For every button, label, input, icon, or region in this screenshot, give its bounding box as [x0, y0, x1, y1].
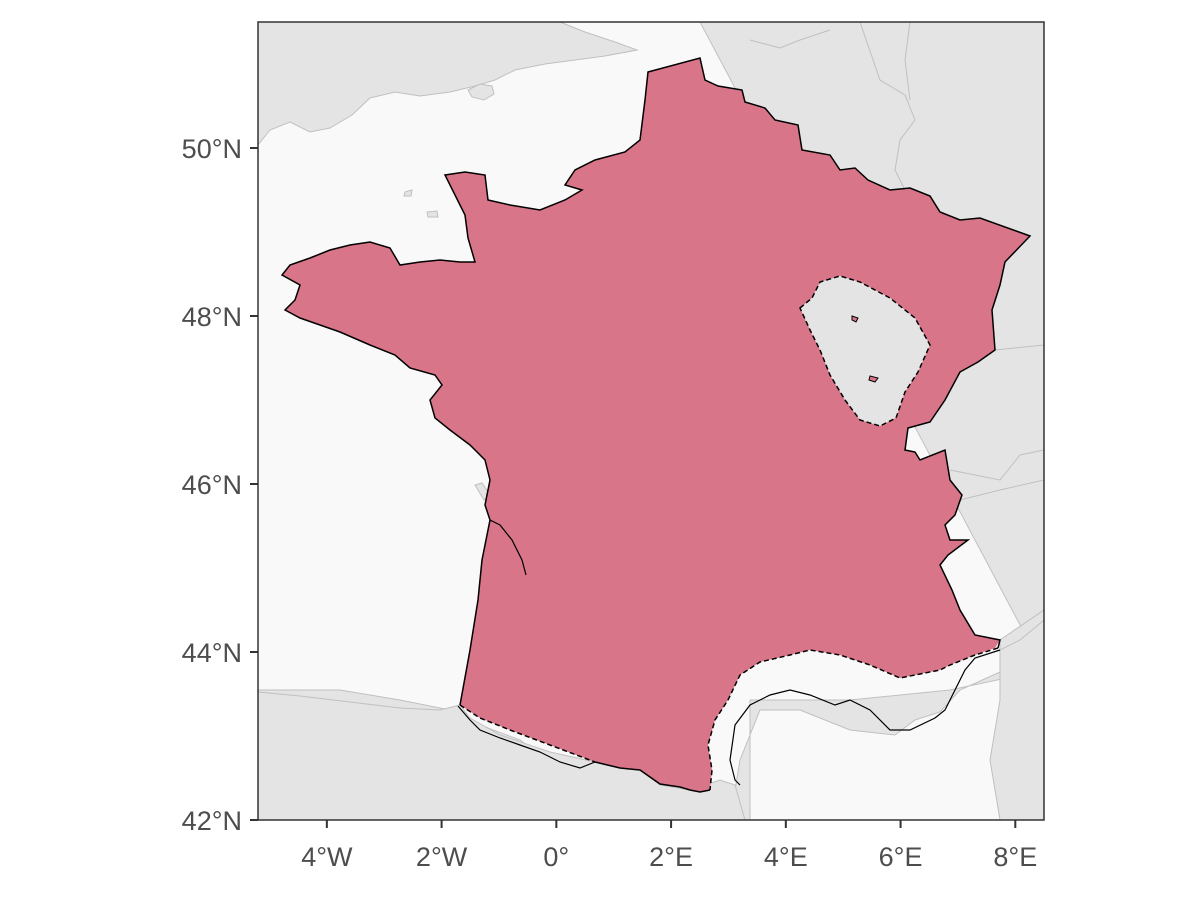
range-boundary-southwest-dashed — [459, 704, 596, 763]
x-tick-label: 2°W — [416, 842, 468, 872]
channel-island — [403, 189, 413, 197]
range-islet — [868, 375, 879, 383]
range-islet — [851, 315, 859, 323]
x-tick-label: 6°E — [879, 842, 923, 872]
y-tick-label: 50°N — [182, 134, 242, 164]
iberia-landmass — [258, 691, 746, 820]
mediterranean-coast-outline — [457, 649, 1001, 786]
range-gap-northeast — [799, 275, 931, 427]
x-tick-label: 4°E — [764, 842, 808, 872]
x-tick-label: 2°E — [649, 842, 693, 872]
x-tick-label: 0° — [543, 842, 569, 872]
y-axis: 42°N 44°N 46°N 48°N 50°N — [182, 134, 258, 836]
y-tick-label: 48°N — [182, 302, 242, 332]
x-tick-label: 8°E — [993, 842, 1037, 872]
italy-landmass — [989, 609, 1044, 820]
y-tick-label: 42°N — [182, 806, 242, 836]
species-range — [280, 57, 1032, 793]
range-fill-france — [282, 58, 1030, 792]
channel-island — [426, 210, 439, 218]
isle-of-wight — [467, 83, 495, 101]
x-axis: 4°W 2°W 0° 2°E 4°E 6°E 8°E — [301, 820, 1037, 872]
range-boundary-south-dashed — [707, 647, 999, 791]
map-panel-frame — [257, 21, 1045, 821]
y-tick-label: 46°N — [182, 470, 242, 500]
uk-landmass — [258, 22, 639, 146]
range-boundary-solid — [280, 57, 1032, 793]
country-borders — [749, 22, 1044, 651]
y-tick-label: 44°N — [182, 638, 242, 668]
x-tick-label: 4°W — [301, 842, 353, 872]
gironde-estuary — [489, 519, 527, 576]
